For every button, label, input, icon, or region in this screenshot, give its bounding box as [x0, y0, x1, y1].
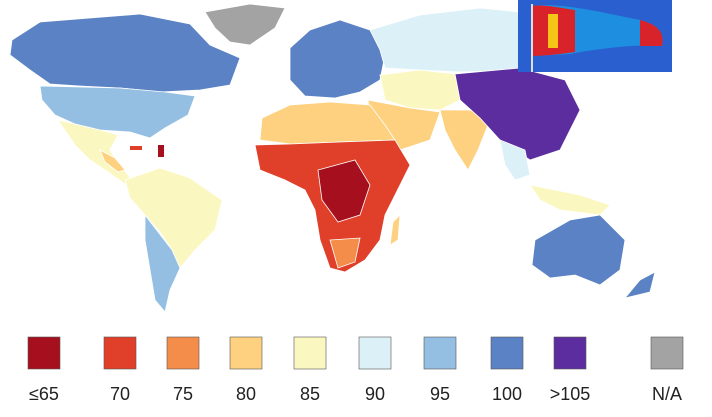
caribbean	[130, 146, 142, 150]
greenland	[204, 3, 286, 46]
usa	[39, 85, 196, 139]
southeast-asia	[499, 139, 531, 181]
legend-label: 80	[236, 384, 256, 404]
legend-swatch	[423, 336, 457, 370]
europe	[289, 19, 386, 99]
legend-label: 75	[173, 384, 193, 404]
south-america	[124, 167, 223, 269]
southern-africa	[329, 237, 361, 269]
southern-cone	[144, 213, 181, 313]
legend-swatch	[358, 336, 392, 370]
new-zealand	[623, 271, 656, 299]
madagascar	[389, 213, 401, 246]
legend-label: 90	[365, 384, 385, 404]
legend-swatch	[166, 336, 200, 370]
legend-label: 70	[110, 384, 130, 404]
legend-label: >105	[550, 384, 591, 404]
legend-swatch	[650, 336, 684, 370]
map	[9, 3, 656, 313]
legend: ≤65 70 75 80 85 90 95 100 >105 N/A	[27, 336, 684, 404]
legend-label: 85	[300, 384, 320, 404]
legend-label: N/A	[652, 384, 682, 404]
flag-photo	[518, 0, 672, 72]
legend-label: 95	[430, 384, 450, 404]
central-asia	[379, 69, 461, 111]
australia	[531, 214, 626, 286]
central-africa	[317, 159, 371, 223]
north-africa	[259, 101, 396, 145]
legend-swatch	[293, 336, 327, 370]
east-asia	[454, 67, 581, 161]
caribbean	[158, 145, 164, 157]
canada	[9, 13, 241, 93]
legend-label: 100	[492, 384, 522, 404]
soyombo	[548, 14, 558, 48]
central-america	[99, 149, 126, 173]
legend-label: ≤65	[29, 384, 59, 404]
flag-red	[640, 20, 663, 46]
legend-swatch	[490, 336, 524, 370]
legend-swatch	[553, 336, 587, 370]
legend-swatch	[229, 336, 263, 370]
legend-swatch	[27, 336, 61, 370]
legend-swatch	[103, 336, 137, 370]
